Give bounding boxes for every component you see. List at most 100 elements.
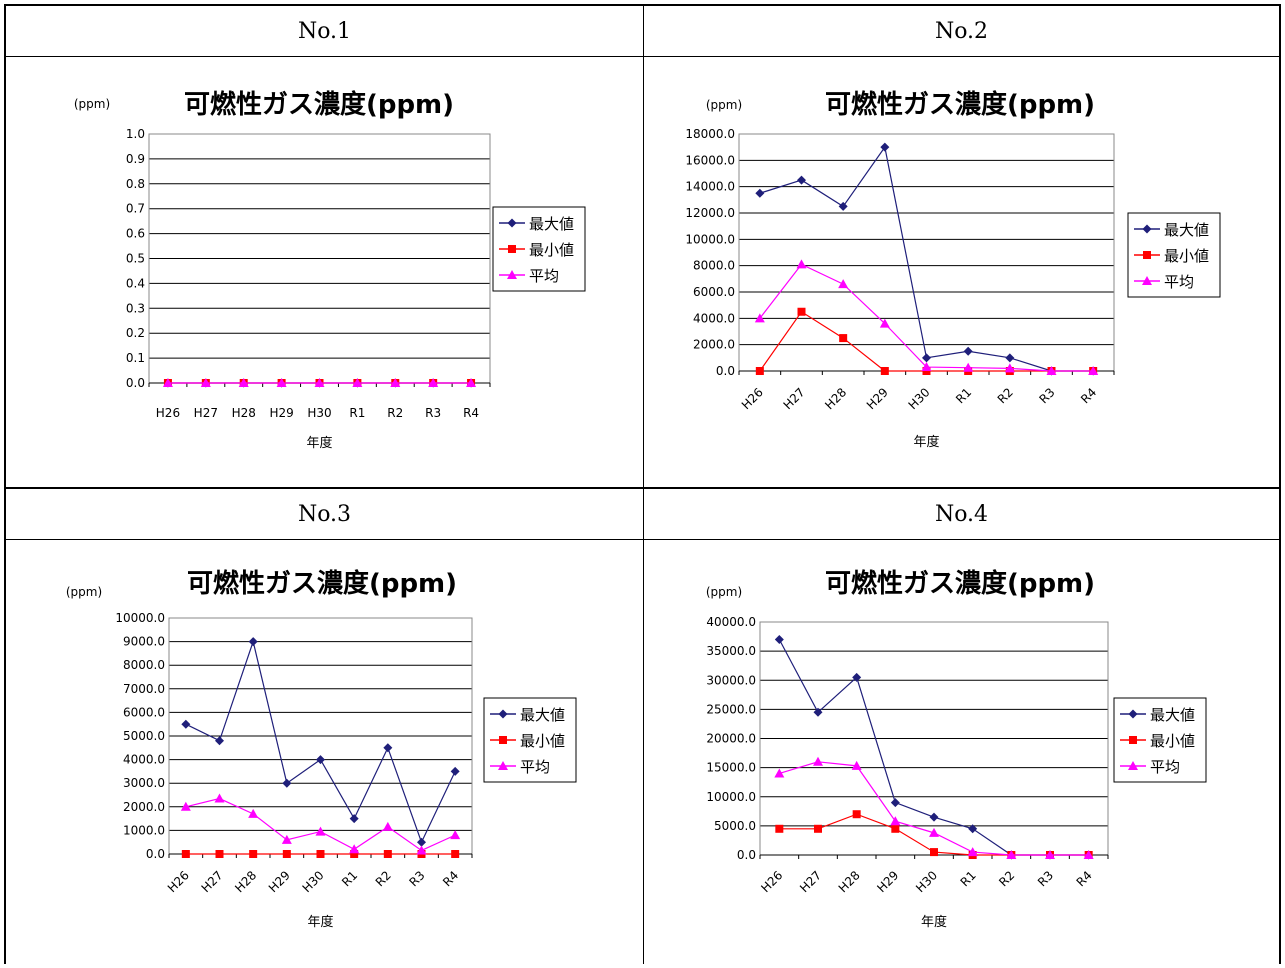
x-tick-label: R4: [1074, 868, 1095, 889]
data-point: [774, 768, 785, 778]
y-tick-label: 0.0: [716, 364, 735, 378]
series-3: [754, 259, 1099, 375]
y-tick-label: 0.1: [126, 351, 145, 365]
y-tick-label: 8000.0: [123, 658, 165, 672]
data-point: [890, 816, 901, 826]
data-point: [383, 743, 393, 753]
data-point: [754, 313, 765, 323]
data-point: [315, 826, 326, 836]
x-tick-label: H26: [165, 868, 192, 895]
chart-cell-no4: 可燃性ガス濃度(ppm) (ppm) 0.0 5000.0 10000.0 15000.0…: [644, 540, 1279, 964]
legend-label: 最大値: [529, 215, 574, 233]
x-tick-label: R4: [440, 868, 461, 889]
x-axis-title: 年度: [913, 434, 939, 450]
y-tick-label: 5000.0: [123, 729, 165, 743]
data-point: [1045, 850, 1055, 859]
y-tick-label: 15000.0: [706, 761, 756, 775]
x-tick-label: H27: [194, 406, 218, 420]
legend-label: 最小値: [520, 732, 565, 750]
x-tick-label: R3: [1035, 868, 1056, 889]
data-point: [796, 259, 807, 269]
y-tick-label: 1000.0: [123, 823, 165, 837]
legend-label: 平均: [1150, 758, 1180, 776]
data-point: [813, 756, 823, 766]
legend-swatch-marker: [1128, 761, 1138, 770]
y-tick-label: 0.6: [126, 227, 145, 241]
data-point: [450, 766, 460, 776]
y-tick-label: 18000.0: [685, 127, 735, 141]
y-tick-label: 10000.0: [685, 232, 735, 246]
x-tick-label: R1: [349, 406, 365, 420]
data-point: [963, 346, 973, 356]
legend-item: 最小値: [490, 732, 565, 750]
table-border-top: [4, 4, 1281, 6]
header-cell-no3: No.3: [6, 489, 643, 539]
legend-label: 最小値: [529, 241, 574, 259]
x-tick-labels: H26 H27 H28 H29 H30 R1 R2 R3 R4: [165, 868, 461, 895]
y-axis-unit-label: (ppm): [706, 585, 742, 599]
data-point: [851, 760, 862, 770]
x-tick-label: H28: [232, 868, 259, 895]
chart-no1: 可燃性ガス濃度(ppm)(ppm)0.00.10.20.30.40.50.60.…: [74, 89, 586, 451]
legend-label: 平均: [520, 758, 550, 776]
x-tick-label: H28: [232, 406, 256, 420]
data-point: [1004, 363, 1015, 373]
header-cell-no1: No.1: [6, 6, 643, 56]
header-label: No.3: [297, 501, 352, 527]
data-point: [890, 798, 900, 808]
data-point: [282, 850, 291, 858]
x-tick-label: H27: [781, 385, 808, 412]
data-point: [180, 801, 191, 811]
data-point: [248, 637, 258, 647]
y-tick-label: 0.9: [126, 152, 145, 166]
y-tick-labels: 0.0 0.1 0.2 0.3 0.4 0.5 0.6 0.7 0.8 0.9 1.0: [126, 127, 145, 390]
data-point: [316, 850, 325, 858]
x-axis-ticks: [738, 371, 1115, 375]
series-3: [774, 756, 1094, 859]
data-point: [416, 845, 427, 855]
data-point: [162, 378, 173, 387]
legend-label: 最小値: [1164, 247, 1209, 265]
data-point: [930, 848, 938, 857]
data-point: [929, 827, 939, 837]
y-tick-label: 1.0: [126, 127, 145, 141]
y-tick-label: 3000.0: [123, 776, 165, 790]
legend-label: 平均: [1164, 273, 1194, 291]
plot-area-border: [738, 133, 1115, 372]
data-point: [314, 378, 325, 387]
legend-item: 最小値: [1120, 732, 1195, 750]
y-tick-label: 0.3: [126, 301, 145, 315]
data-point: [276, 378, 287, 387]
data-point: [1005, 353, 1015, 363]
header-cell-no2: No.2: [644, 6, 1279, 56]
y-tick-label: 6000.0: [123, 705, 165, 719]
data-point: [215, 850, 224, 858]
series-line: [779, 761, 1089, 856]
gridlines: [739, 133, 1114, 372]
table-rule-header1: [4, 56, 1281, 57]
legend-item: 平均: [490, 758, 550, 776]
y-tick-label: 0.7: [126, 202, 145, 216]
data-point: [282, 778, 292, 788]
data-point: [352, 378, 363, 387]
y-tick-label: 40000.0: [706, 615, 756, 629]
data-point: [214, 793, 225, 803]
gridlines: [149, 133, 490, 384]
y-tick-label: 0.4: [126, 276, 145, 290]
legend-label: 平均: [529, 267, 559, 285]
x-axis-title: 年度: [921, 914, 947, 930]
x-tick-label: R3: [425, 406, 441, 420]
legend-item: 平均: [499, 267, 559, 285]
data-point: [922, 353, 931, 363]
data-point: [775, 824, 784, 833]
series-3: [162, 378, 477, 387]
legend-swatch-marker: [1142, 276, 1152, 285]
data-point: [852, 810, 861, 819]
data-point: [248, 808, 259, 818]
legend-swatch-marker: [507, 270, 517, 279]
data-point: [838, 201, 848, 211]
legend-swatch-marker: [1129, 736, 1137, 744]
x-tick-labels: H26 H27 H28 H29 H30 R1 R2 R3 R4: [758, 868, 1094, 895]
